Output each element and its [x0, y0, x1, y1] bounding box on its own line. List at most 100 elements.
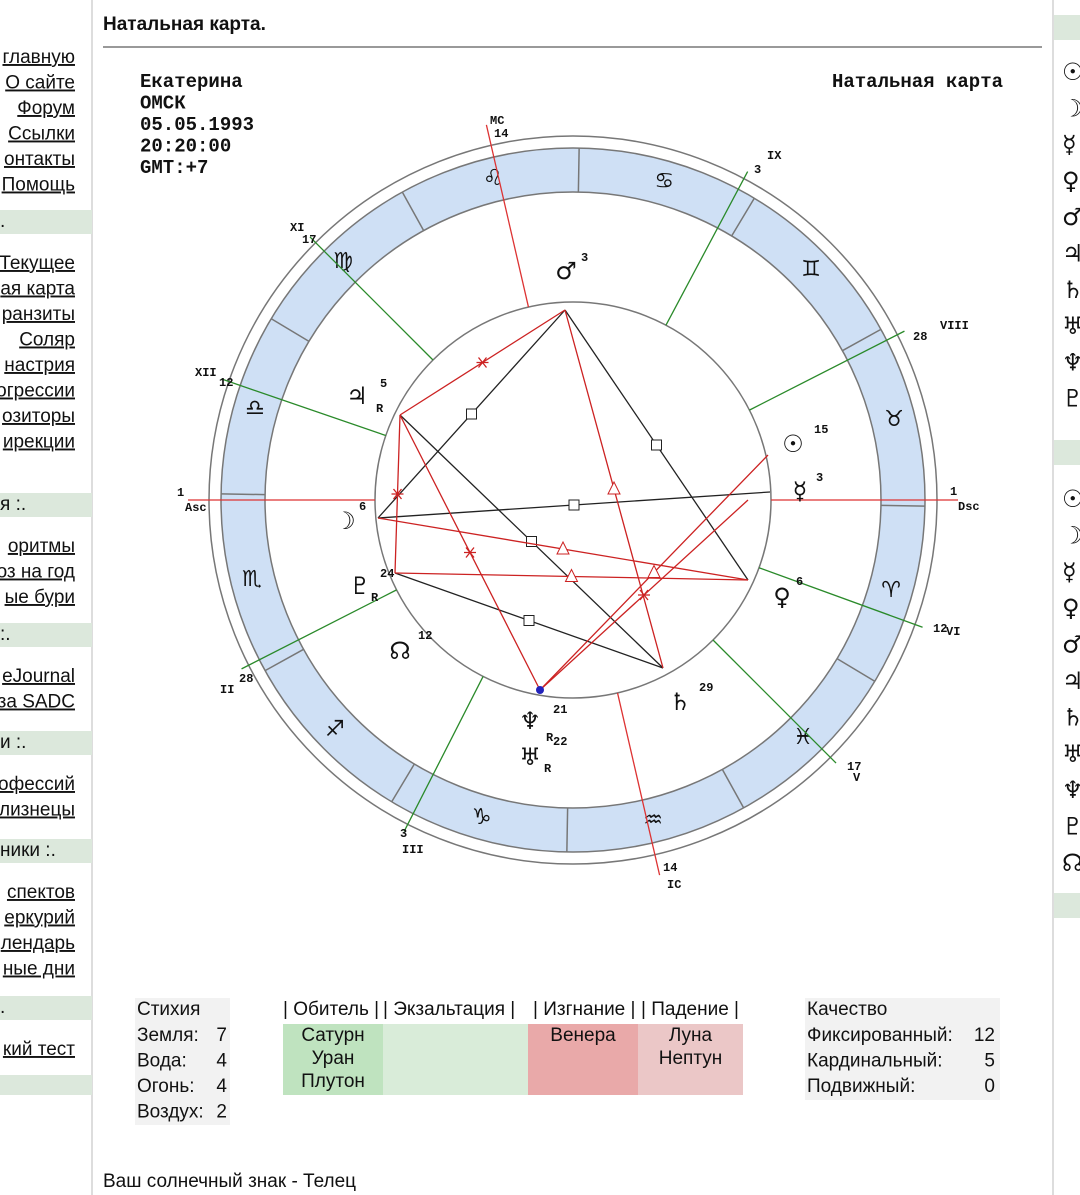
- planet-glyph[interactable]: ♀: [1062, 594, 1080, 622]
- nav-link[interactable]: Форум: [17, 98, 75, 119]
- planet-glyph: ☊: [389, 637, 410, 665]
- nav-link[interactable]: Ссылки: [8, 124, 75, 145]
- nav-link[interactable]: настрия: [4, 355, 75, 376]
- aspect-trine: [647, 564, 661, 578]
- sun-sign: Ваш солнечный знак - Телец: [103, 1171, 356, 1192]
- nav-link[interactable]: ая карта: [0, 279, 75, 300]
- planet-glyph[interactable]: ♃: [1062, 667, 1080, 695]
- nav-link[interactable]: онтакты: [4, 149, 75, 170]
- sidebar-header-bar: [0, 996, 92, 1020]
- zodiac-sign: ♈: [881, 578, 901, 603]
- aspect-sextile: [464, 547, 476, 558]
- planet-glyph[interactable]: ☿: [1062, 558, 1077, 586]
- element-value: 2: [216, 1102, 227, 1123]
- house-name: IX: [767, 149, 782, 163]
- house-degree: 1: [950, 485, 957, 499]
- sidebar-header: ники :.: [0, 840, 56, 861]
- planet-glyph[interactable]: ♄: [1062, 703, 1080, 731]
- house-name: III: [402, 843, 424, 857]
- right-bar: [1054, 893, 1080, 918]
- nav-link[interactable]: еркурий: [4, 908, 75, 929]
- planet-glyph[interactable]: ☿: [1062, 131, 1077, 159]
- planet-glyph[interactable]: ♃: [1062, 240, 1080, 268]
- nav-link[interactable]: огрессии: [0, 381, 75, 402]
- planet-degree: 3: [816, 471, 823, 485]
- dignity-header: | Изгнание |: [533, 999, 635, 1020]
- element-label: Воздух:: [137, 1102, 204, 1123]
- nav-link[interactable]: ые бури: [5, 587, 75, 608]
- planet-glyph[interactable]: ♇: [1062, 385, 1080, 413]
- sidebar-header-bar: [0, 210, 92, 234]
- quality-label: Фиксированный:: [807, 1025, 953, 1046]
- nav-link[interactable]: Текущее: [0, 253, 75, 274]
- right-bar: [1054, 15, 1080, 40]
- house-name: Dsc: [958, 500, 980, 514]
- sidebar-header-bar: [0, 731, 92, 755]
- nav-link[interactable]: eJournal: [2, 666, 75, 687]
- house-name: VIII: [940, 319, 969, 333]
- planet-glyph[interactable]: ♂: [1062, 631, 1080, 659]
- planet-glyph: ☿: [793, 477, 808, 505]
- aspect-trine: [564, 568, 579, 582]
- planet-glyph[interactable]: ☊: [1062, 849, 1080, 877]
- nav-link[interactable]: ранзиты: [2, 304, 75, 325]
- aspect-sextile: [391, 488, 404, 500]
- sidebar-header: :.: [0, 624, 11, 645]
- zodiac-sign: ♉: [884, 407, 904, 432]
- nav-link[interactable]: Соляр: [19, 330, 75, 351]
- planet-glyph[interactable]: ☽: [1062, 521, 1080, 549]
- nav-link[interactable]: ирекции: [3, 432, 75, 453]
- planet-glyph[interactable]: ♆: [1062, 776, 1080, 804]
- nav-link[interactable]: оритмы: [8, 536, 75, 557]
- house-cusp: [712, 639, 837, 764]
- chart-caption: Натальная карта: [832, 71, 1003, 93]
- planet-glyph[interactable]: ☽: [1062, 94, 1080, 122]
- aspect-square: [523, 615, 535, 626]
- sign-divider: [391, 763, 416, 803]
- aspect-square: [466, 408, 477, 420]
- chart-info: Екатерина: [140, 71, 243, 93]
- planet-glyph[interactable]: ♅: [1062, 312, 1080, 340]
- planet-glyph: ♆: [519, 707, 541, 735]
- nav-link[interactable]: за SADC: [0, 692, 75, 713]
- planet-glyph[interactable]: ♀: [1062, 167, 1080, 195]
- planet-glyph[interactable]: ♅: [1062, 740, 1080, 768]
- house-degree: 14: [494, 127, 508, 141]
- nav-link[interactable]: Помощь: [2, 175, 75, 196]
- planet-glyph[interactable]: ♂: [1062, 203, 1080, 231]
- dignity-planet: Луна: [669, 1025, 713, 1046]
- sign-divider: [721, 769, 745, 809]
- sidebar-header: .: [0, 997, 5, 1018]
- sign-divider: [880, 504, 925, 507]
- planet-glyph[interactable]: ☉: [1062, 58, 1080, 86]
- nav-link[interactable]: кий тест: [3, 1039, 75, 1060]
- nav-link[interactable]: ные дни: [3, 959, 75, 980]
- house-name: MC: [490, 114, 504, 128]
- house-degree: 17: [847, 760, 861, 774]
- house-cusp: [403, 676, 484, 832]
- dignity-planet: Уран: [312, 1048, 355, 1069]
- nav-link[interactable]: О сайте: [5, 73, 75, 94]
- planet-glyph: ♅: [519, 743, 541, 771]
- planet-glyph[interactable]: ♄: [1062, 276, 1080, 304]
- planet-glyph[interactable]: ♆: [1062, 348, 1080, 376]
- element-value: 7: [216, 1025, 227, 1046]
- planet-glyph[interactable]: ☉: [1062, 485, 1080, 513]
- aspect-dot: [536, 686, 544, 694]
- planet-glyph: ♂: [555, 257, 577, 285]
- chart-info: GMT:+7: [140, 157, 208, 179]
- nav-link[interactable]: озиторы: [2, 406, 75, 427]
- nav-link[interactable]: оз на год: [0, 562, 75, 583]
- house-degree: 17: [302, 233, 316, 247]
- nav-link[interactable]: главную: [2, 47, 75, 68]
- quality-value: 5: [984, 1051, 995, 1072]
- sign-divider: [730, 197, 755, 237]
- nav-link[interactable]: офессий: [0, 774, 75, 795]
- aspect-trine: [556, 540, 570, 555]
- sidebar-header: я :.: [0, 494, 26, 515]
- nav-link[interactable]: лендарь: [1, 933, 75, 954]
- nav-link[interactable]: лизнецы: [0, 800, 75, 821]
- quality-label: Подвижный:: [807, 1076, 915, 1097]
- nav-link[interactable]: спектов: [7, 882, 75, 903]
- planet-glyph[interactable]: ♇: [1062, 813, 1080, 841]
